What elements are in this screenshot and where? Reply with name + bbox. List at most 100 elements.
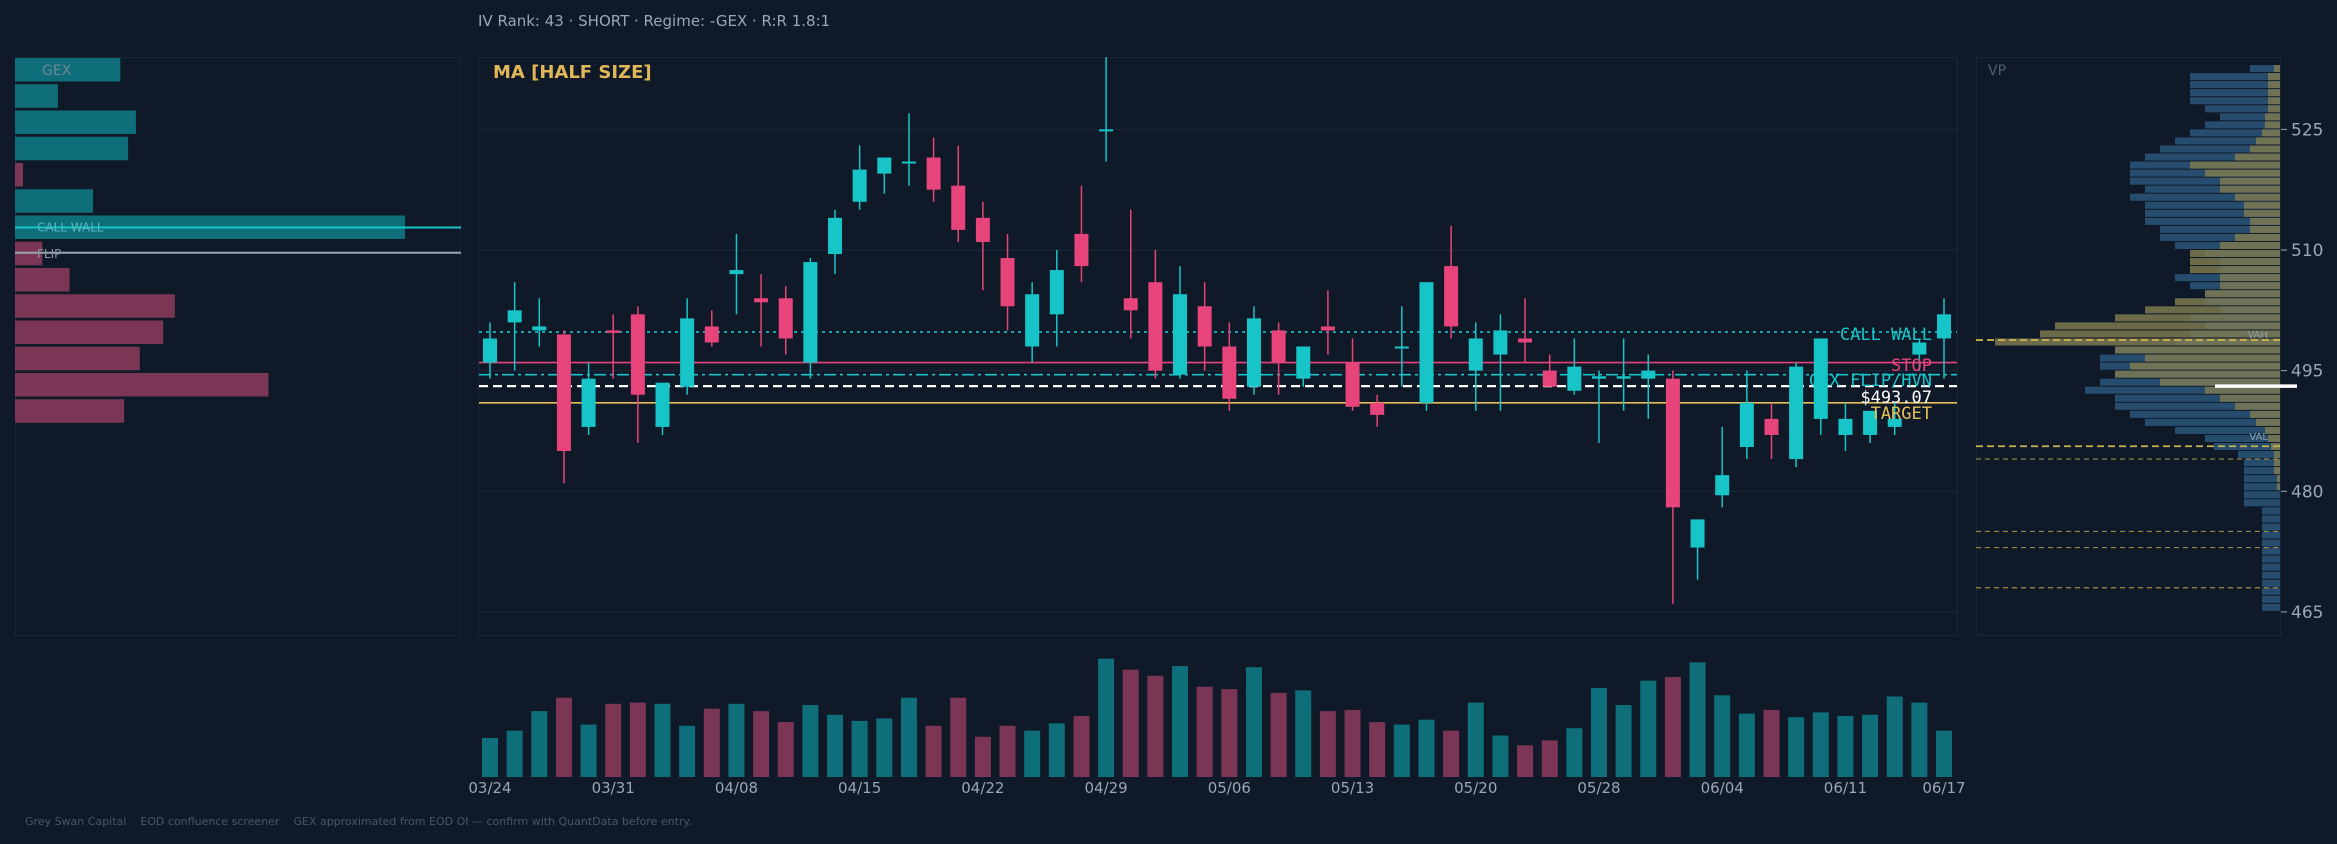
vp-panel-label: VP [1988,63,2007,79]
x-tick-label: 06/04 [1701,779,1744,797]
candle-body [1715,475,1730,496]
candle-body [1937,314,1951,339]
candle-body [1049,270,1064,315]
vp-bar-down [2160,233,2280,241]
gex-bar [15,346,140,371]
volume-bar [728,703,745,777]
volume-bar [555,697,572,777]
x-tick-label: 05/06 [1208,779,1251,797]
vp-bar-up [2190,266,2280,274]
volume-bar [1664,676,1681,777]
vp-bar-up [2220,241,2280,249]
candle-body [1271,330,1286,363]
gex-bar [15,268,70,292]
candle-body [877,157,892,174]
volume-bar [605,703,622,777]
vp-bar-up [2205,386,2280,394]
vp-bar-down [2244,467,2280,475]
candle-body [803,262,818,363]
volume-bar [1344,709,1361,777]
gex-bar-label: FLIP [37,247,61,261]
y-tick-label: 525 [2291,120,2323,140]
vp-bar-up [2250,225,2280,233]
candle-body [1493,330,1508,355]
candle-body [1616,376,1631,379]
volume-bar [1590,687,1607,777]
gex-panel-label: GEX [42,63,72,79]
y-tick-label: 465 [2291,603,2323,623]
volume-bar [703,708,720,777]
candle-body [1099,129,1114,132]
x-tick-label: 04/22 [961,779,1004,797]
vp-bar-up [2115,370,2280,378]
vp-bar-down [2262,515,2280,523]
candle-body [1222,346,1237,399]
volume-bar [827,714,844,777]
x-tick-label: 06/11 [1824,779,1867,797]
candle-body [1296,346,1311,379]
volume-bar [777,722,794,777]
vp-bar-up [2277,483,2280,491]
vp-bar-up [2277,475,2280,483]
vp-bar-up [2040,330,2280,338]
volume-bar [999,725,1016,777]
candle-body [1641,370,1656,379]
candle-body [1148,282,1163,371]
candle-body [951,185,966,230]
vp-bar-up [2256,137,2280,145]
price-chart-panel [478,57,1958,636]
candle-body [1345,362,1360,407]
volume-bar [876,718,893,777]
level-label: CALL WALL [1840,325,1932,345]
vp-bar-up [2268,89,2280,97]
vp-bar-up [2145,354,2280,362]
x-tick-label: 03/24 [468,779,511,797]
volume-bar [1196,686,1213,777]
candle-body [1444,266,1459,327]
candle-body [581,378,596,427]
vp-bar-up [2220,274,2280,282]
vp-bar-down [2244,491,2280,499]
y-tick-label: 480 [2291,482,2323,502]
gex-bar [15,373,269,397]
gex-bar [15,294,175,318]
volume-bar [482,737,498,777]
vp-bar-down [2205,121,2280,129]
vp-bar-down [2262,523,2280,531]
vp-bar-down [2238,451,2280,459]
candle-body [828,217,843,255]
vp-bar-up [2268,97,2280,105]
vp-bar-up [2130,362,2280,370]
candle-body [1173,294,1188,375]
candle-body [729,270,744,275]
candle-body [1838,418,1853,435]
vp-bar-down [2262,531,2280,539]
volume-bar [1517,745,1534,777]
volume-bar [1270,692,1287,777]
volume-bar [1369,722,1386,777]
level-label: STOP [1891,356,1932,376]
candle-body [507,310,522,323]
vp-bar-down [2244,459,2280,467]
volume-bar [753,711,770,777]
vp-bar-up [2235,402,2280,410]
vp-bar-down [2205,434,2280,442]
vp-bar-down [2175,426,2280,434]
vp-bar-down [2160,225,2280,233]
gex-bar [15,189,93,213]
x-tick-label: 04/08 [715,779,758,797]
vp-bar-up [2055,322,2280,330]
vp-bar-down [2145,185,2280,193]
candle-body [975,217,990,242]
candle-body [704,326,719,343]
vp-bar-down [2244,483,2280,491]
x-tick-label: 05/20 [1454,779,1497,797]
volume-bar [1886,696,1903,777]
gex-bar [15,58,121,82]
vp-bar-up [2220,177,2280,185]
vp-bar-up [2205,169,2280,177]
vp-bar-down [2145,201,2280,209]
candle-body [1197,306,1212,347]
vp-bar-down [2190,129,2280,137]
